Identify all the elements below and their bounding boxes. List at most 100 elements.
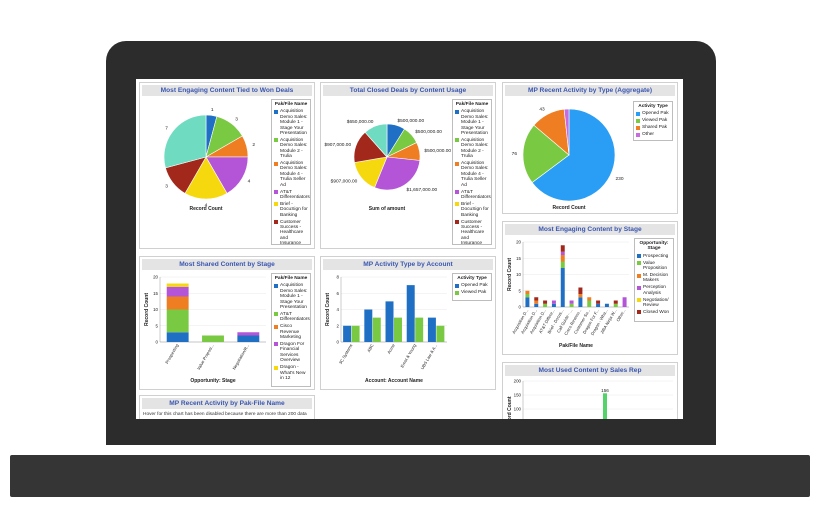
legend-item[interactable]: Acquisition Demo Sales: Module 1 - Stage… (274, 109, 308, 136)
legend-label: AT&T Differentiators (461, 189, 491, 200)
legend-swatch (636, 111, 640, 116)
legend-item[interactable]: Viewed Pak (455, 290, 489, 295)
legend-item[interactable]: Opened Pak (636, 111, 670, 116)
bar-segment (525, 297, 530, 307)
legend-item[interactable]: Perception Analysis (637, 285, 671, 296)
legend-item[interactable]: Other (636, 132, 670, 137)
legend-label: Acquisition Demo Sales: Module 4 - Truli… (280, 161, 308, 188)
legend-item[interactable]: Acquisition Demo Sales: Module 4 - Truli… (455, 161, 489, 188)
slice-label: $650,000.00 (347, 119, 374, 125)
bar-chart-content-by-rep[interactable]: 50100150200156Record Count (503, 377, 678, 419)
pie-slice (374, 156, 421, 191)
chart-legend: Pak/File Name Acquisition Demo Sales: Mo… (452, 99, 492, 245)
legend-swatch (637, 261, 641, 266)
legend-swatch (455, 138, 459, 143)
slice-label: $907,000.00 (324, 142, 351, 148)
legend-item[interactable]: Dragon - What's New in 12 (274, 365, 308, 381)
panel-title[interactable]: Most Shared Content by Stage (142, 259, 312, 270)
legend-item[interactable]: Cisco Revenue Marketing (274, 324, 308, 340)
bar-segment (569, 303, 574, 307)
legend-title: Opportunity: Stage (639, 241, 669, 252)
chart-subtitle: Record Count (189, 206, 222, 212)
pie-slice (184, 156, 228, 200)
y-tick-label: 4 (337, 307, 340, 312)
chart-panel-total-closed-deals: Total Closed Deals by Content Usage $500… (320, 82, 496, 249)
legend-item[interactable]: Acquisition Demo Sales: Module 2 - Truli… (455, 138, 489, 160)
bar-segment (613, 303, 618, 307)
legend-item[interactable]: Brief - DocuSign for Banking (455, 202, 489, 218)
legend-swatch (637, 298, 641, 303)
bar-segment (534, 303, 539, 307)
legend-item[interactable]: Brief - DocuSign for Banking (274, 202, 308, 218)
legend-swatch (636, 125, 640, 130)
legend-swatch (274, 220, 278, 225)
hover-disabled-message: Hover for this chart has been disabled b… (143, 412, 307, 417)
x-axis-title: Opportunity: Stage (190, 378, 235, 384)
slice-label: 76 (512, 151, 518, 157)
pie-slice (163, 114, 207, 169)
bar-segment (166, 296, 189, 310)
legend-item[interactable]: Acquisition Demo Sales: Module 2 - Truli… (274, 138, 308, 160)
legend-item[interactable]: Customer Success - Healthcare and Insura… (455, 220, 489, 244)
legend-item[interactable]: Dragon For Financial Services Overview (274, 342, 308, 364)
legend-label: Viewed Pak (642, 118, 668, 124)
y-tick-label: 200 (514, 379, 522, 384)
panel-title[interactable]: Most Used Content by Sales Rep (505, 365, 675, 376)
pie-chart-closed-deals[interactable]: $500,000.00 $500,000.00 $500,000.00 $1,657,… (321, 97, 453, 215)
x-tick-label: Other... (615, 308, 626, 322)
legend-item[interactable]: Shared Pak (636, 125, 670, 130)
chart-subtitle: Record Count (552, 205, 585, 211)
legend-item[interactable]: AT&T Differentiators (274, 312, 310, 323)
x-tick-label: Prospecting (164, 342, 180, 364)
legend-item[interactable]: M. Decision Makers (637, 273, 671, 284)
pie-chart-activity-type[interactable]: 230 76 43 Record Count (503, 97, 633, 213)
legend-item[interactable]: Closed Won (637, 310, 671, 315)
chart-panel-recent-activity-aggregate: MP Recent Activity by Type (Aggregate) 2… (502, 82, 678, 214)
legend-label: Acquisition Demo Sales: Module 1 - Stage… (280, 283, 308, 311)
legend-label: Viewed Pak (461, 290, 487, 296)
y-tick-label: 100 (514, 407, 522, 412)
legend-item[interactable]: Negotiation/ Review (637, 298, 671, 309)
panel-title[interactable]: MP Recent Activity by Type (Aggregate) (505, 85, 675, 96)
panel-title[interactable]: Most Engaging Content by Stage (505, 224, 675, 235)
pie-chart-engaging-content[interactable]: 1 3 2 4 4 3 7 Record Count (140, 97, 272, 215)
panel-title[interactable]: Most Engaging Content Tied to Won Deals (142, 85, 312, 96)
panel-title[interactable]: Total Closed Deals by Content Usage (323, 85, 493, 96)
legend-item[interactable]: AT&T Differentiators (455, 189, 491, 201)
bar-chart-shared-content[interactable]: 0 5 10 15 20 Prospecting Value Proposi... Negot… (140, 271, 272, 389)
legend-item[interactable]: Value Proposition (637, 261, 671, 272)
legend-swatch (455, 202, 459, 207)
legend-label: Closed Won (643, 309, 670, 315)
bar-segment (551, 303, 556, 307)
legend-swatch (455, 283, 459, 288)
legend-item[interactable]: Acquisition Demo Sales: Module 1 - Stage… (455, 109, 489, 136)
y-tick-label: 0 (519, 305, 522, 310)
panel-title[interactable]: MP Recent Activity by Pak-File Name (142, 398, 312, 409)
bar-segment (569, 300, 574, 304)
legend-item[interactable]: Opened Pak (455, 283, 489, 288)
panel-title[interactable]: MP Activity Type by Account (323, 259, 493, 270)
bar-segment (237, 332, 260, 336)
legend-title: Pak/File Name (455, 102, 489, 107)
y-tick-label: 150 (514, 393, 522, 398)
slice-label: 4 (205, 203, 208, 209)
legend-item[interactable]: Acquisition Demo Sales: Module 4 - Truli… (274, 161, 308, 188)
bar-segment (587, 300, 592, 307)
dashboard-screen: Most Engaging Content Tied to Won Deals … (136, 79, 683, 419)
legend-label: Opened Pak (642, 111, 669, 117)
bar-chart-activity-by-account[interactable]: 0 2 4 6 8 3C Systems ABC Acme Ernst & Young UBS L… (321, 271, 453, 389)
legend-item[interactable]: Viewed Pak (636, 118, 670, 123)
legend-swatch (274, 342, 278, 347)
legend-item[interactable]: AT&T Differentiators (274, 189, 310, 201)
chart-legend: Pak/File Name Acquisition Demo Sales: Mo… (271, 99, 311, 245)
legend-label: AT&T Differentiators (280, 189, 310, 200)
legend-item[interactable]: Prospecting (637, 254, 671, 259)
legend-swatch (455, 220, 459, 225)
y-axis-title: Record Count (144, 293, 150, 326)
legend-item[interactable]: Customer Success - Healthcare and Insura… (274, 219, 308, 245)
legend-item[interactable]: Acquisition Demo Sales: Module 1 - Stage… (274, 283, 308, 310)
legend-label: Customer Success - Healthcare and Insura… (280, 219, 304, 245)
legend-label: Acquisition Demo Sales: Module 2 - Truli… (280, 137, 308, 160)
bar-segment (525, 294, 530, 298)
